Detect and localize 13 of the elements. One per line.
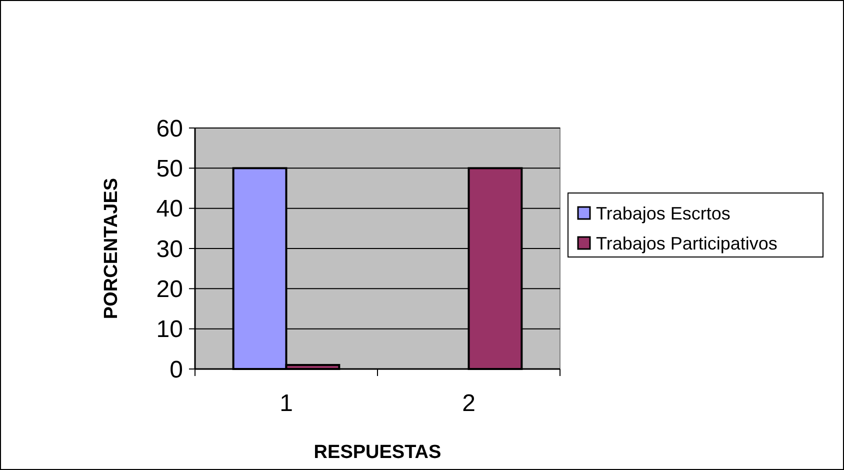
y-axis-title: PORCENTAJES	[101, 178, 122, 320]
legend-label: Trabajos Participativos	[596, 233, 778, 254]
y-tick-label: 0	[170, 356, 183, 384]
x-tick-label: 1	[280, 390, 293, 417]
x-tick-label: 2	[462, 390, 476, 417]
y-tick-label: 50	[156, 156, 183, 183]
y-tick-label: 40	[156, 196, 183, 223]
y-tick-label: 30	[156, 236, 183, 263]
y-tick-label: 10	[156, 316, 183, 344]
legend-label: Trabajos Escrtos	[596, 203, 730, 224]
x-axis-title: RESPUESTAS	[314, 442, 442, 463]
y-tick-label: 60	[156, 115, 183, 142]
y-tick-label: 20	[156, 276, 183, 304]
